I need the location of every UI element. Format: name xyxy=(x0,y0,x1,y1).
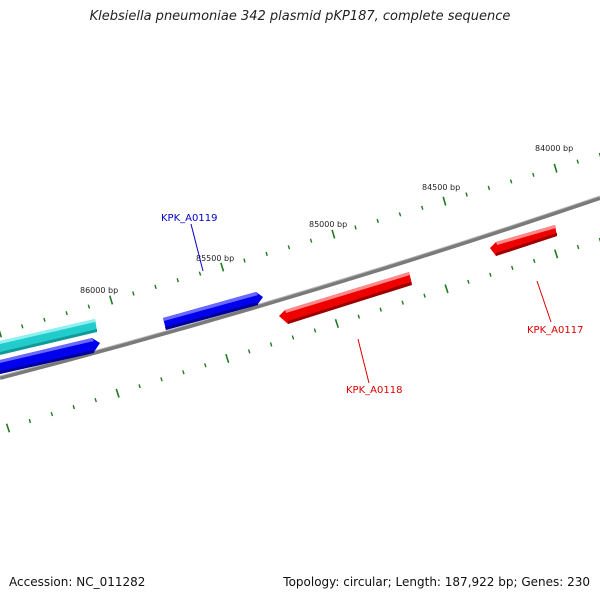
inner-tick xyxy=(554,249,559,259)
inner-tick xyxy=(138,384,141,389)
outer-tick xyxy=(198,271,202,276)
outer-tick xyxy=(21,324,24,329)
gene-unlabeled-forward[interactable] xyxy=(0,338,100,374)
inner-tick xyxy=(50,411,54,417)
inner-tick xyxy=(94,397,97,403)
inner-tick xyxy=(160,377,163,382)
gene-kpk-a0117[interactable] xyxy=(490,225,557,256)
outer-tick xyxy=(354,225,357,230)
gene-label-kpk-a0119[interactable]: KPK_A0119 xyxy=(161,213,217,224)
outer-tick xyxy=(576,159,579,164)
outer-tick xyxy=(132,291,135,296)
scale-label-85000: 85000 bp xyxy=(309,220,347,229)
outer-tick xyxy=(154,284,157,289)
outer-tick xyxy=(509,179,513,184)
outer-tick xyxy=(309,238,313,243)
outer-tick xyxy=(220,262,225,272)
scale-label-85500: 85500 bp xyxy=(196,254,234,263)
inner-tick xyxy=(269,342,273,347)
inner-tick xyxy=(357,314,361,319)
inner-tick xyxy=(379,307,382,312)
gene-label-kpk-a0117[interactable]: KPK_A0117 xyxy=(527,325,583,336)
gene-kpk-a0118[interactable] xyxy=(279,272,412,324)
leader-line-kpk-a0117 xyxy=(536,280,552,323)
map-title: Klebsiella pneumoniae 342 plasmid pKP187… xyxy=(89,9,511,24)
outer-tick xyxy=(465,192,468,197)
inner-tick xyxy=(532,258,536,264)
scale-label-84500: 84500 bp xyxy=(422,183,460,192)
leader-line-kpk-a0119 xyxy=(190,223,204,272)
outer-tick xyxy=(265,251,268,256)
scale-label-84000: 84000 bp xyxy=(535,144,573,153)
inner-tick xyxy=(401,300,404,305)
inner-tick xyxy=(334,319,340,329)
outer-tick xyxy=(87,304,91,309)
outer-tick xyxy=(109,295,114,305)
inner-tick xyxy=(182,370,185,375)
inner-tick-track xyxy=(5,237,600,433)
outer-tick xyxy=(398,212,402,217)
inner-tick xyxy=(72,404,76,410)
outer-tick xyxy=(532,172,535,177)
outer-tick xyxy=(0,330,3,338)
outer-tick xyxy=(442,196,447,206)
inner-tick xyxy=(291,335,295,340)
scale-label-86000: 86000 bp xyxy=(80,286,118,295)
inner-tick xyxy=(313,328,317,333)
outer-tick xyxy=(243,258,246,263)
outer-tick xyxy=(553,163,558,173)
inner-tick xyxy=(423,293,426,298)
inner-tick xyxy=(576,244,580,250)
inner-tick xyxy=(28,418,32,424)
outer-tick xyxy=(376,218,379,223)
gene-kpk-a0119[interactable] xyxy=(163,292,263,330)
gene-unlabeled-cyan[interactable] xyxy=(0,319,97,355)
sequence-summary: Topology: circular; Length: 187,922 bp; … xyxy=(283,575,590,589)
gene-label-kpk-a0118[interactable]: KPK_A0118 xyxy=(346,385,402,396)
inner-tick xyxy=(204,363,207,368)
outer-tick xyxy=(287,245,291,250)
outer-tick xyxy=(176,278,179,283)
outer-tick xyxy=(487,185,491,191)
inner-tick xyxy=(225,353,230,363)
inner-tick xyxy=(511,265,514,271)
inner-tick xyxy=(444,284,449,294)
outer-tick xyxy=(65,311,68,316)
leader-line-kpk-a0118 xyxy=(357,338,370,384)
inner-tick xyxy=(467,279,470,284)
inner-tick xyxy=(115,388,120,398)
accession-text: Accession: NC_011282 xyxy=(9,575,146,589)
outer-tick xyxy=(421,205,424,210)
plasmid-backbone xyxy=(0,196,600,380)
inner-tick xyxy=(5,423,11,433)
outer-tick xyxy=(43,317,46,322)
outer-tick-track xyxy=(0,152,600,338)
outer-tick xyxy=(331,229,336,239)
inner-tick xyxy=(247,349,251,354)
inner-tick xyxy=(489,272,492,277)
